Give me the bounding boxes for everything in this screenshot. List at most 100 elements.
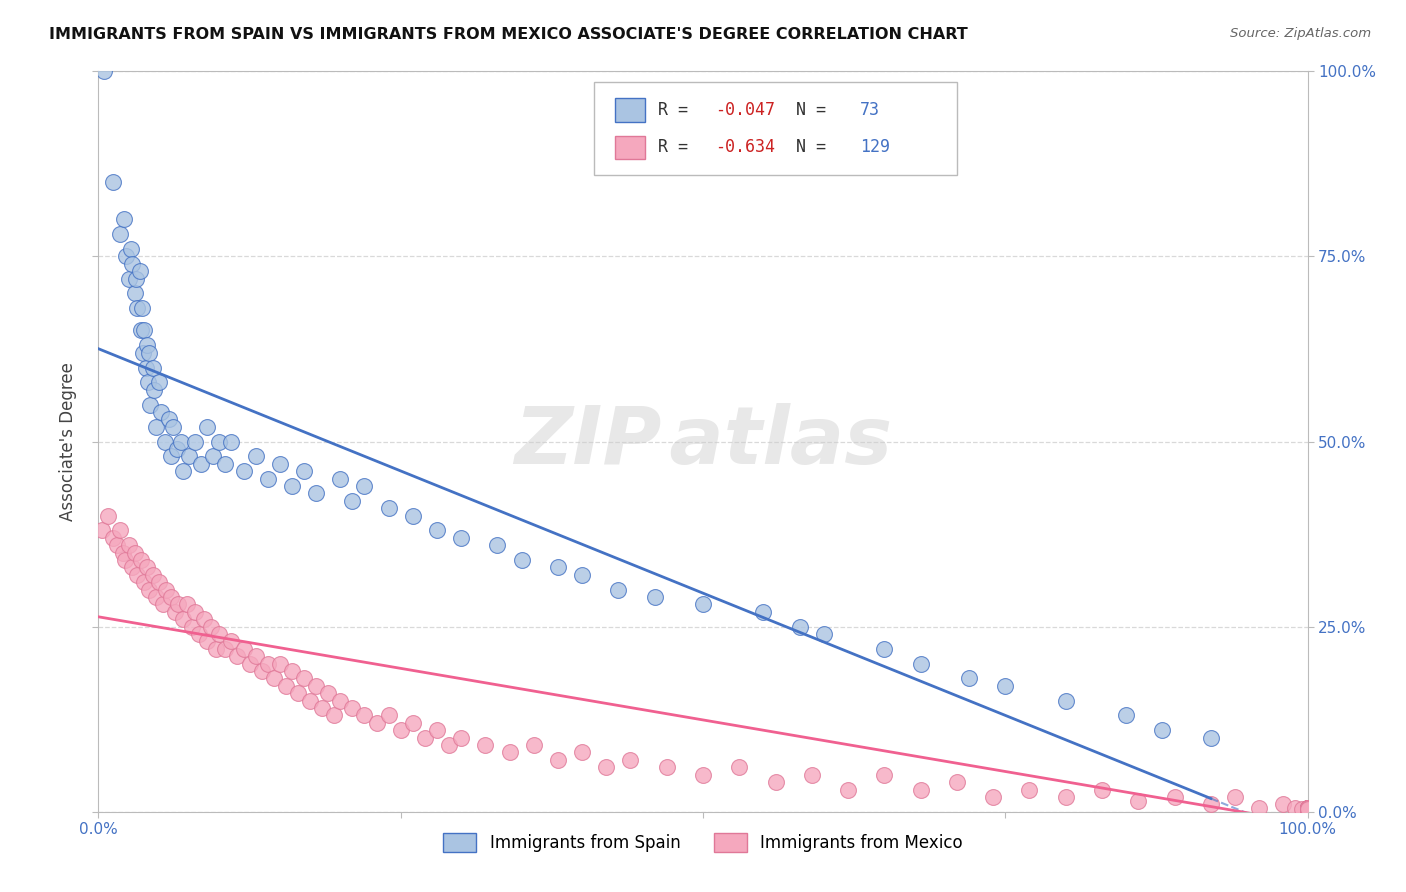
Point — [353, 708, 375, 723]
Point — [1128, 794, 1150, 808]
Point — [1296, 801, 1319, 815]
Point — [292, 464, 315, 478]
Point — [274, 679, 297, 693]
Point — [200, 619, 222, 633]
Point — [728, 760, 751, 774]
Point — [1091, 782, 1114, 797]
Point — [111, 546, 134, 560]
Point — [292, 672, 315, 686]
Point — [143, 383, 166, 397]
Point — [263, 672, 285, 686]
Point — [1296, 801, 1319, 815]
Point — [873, 767, 896, 781]
Point — [142, 567, 165, 582]
Point — [287, 686, 309, 700]
Point — [114, 553, 136, 567]
Point — [145, 419, 167, 434]
Point — [946, 775, 969, 789]
Point — [179, 450, 201, 464]
Point — [377, 708, 399, 723]
Point — [226, 649, 249, 664]
FancyBboxPatch shape — [595, 82, 957, 175]
Point — [323, 708, 346, 723]
Point — [1296, 801, 1319, 815]
Point — [571, 746, 593, 760]
Point — [184, 605, 207, 619]
Point — [402, 715, 425, 730]
Point — [155, 582, 177, 597]
Point — [1296, 801, 1319, 815]
Point — [214, 457, 236, 471]
Point — [167, 598, 190, 612]
Point — [1296, 803, 1319, 817]
Point — [269, 457, 291, 471]
Legend: Immigrants from Spain, Immigrants from Mexico: Immigrants from Spain, Immigrants from M… — [436, 826, 970, 859]
Text: Source: ZipAtlas.com: Source: ZipAtlas.com — [1230, 27, 1371, 40]
Point — [311, 701, 333, 715]
Point — [157, 412, 180, 426]
Point — [1249, 801, 1271, 815]
Point — [813, 627, 835, 641]
Point — [121, 560, 143, 574]
Point — [329, 694, 352, 708]
Y-axis label: Associate's Degree: Associate's Degree — [59, 362, 77, 521]
Point — [245, 450, 267, 464]
Point — [1296, 801, 1319, 815]
Point — [619, 753, 641, 767]
Point — [571, 567, 593, 582]
Text: IMMIGRANTS FROM SPAIN VS IMMIGRANTS FROM MEXICO ASSOCIATE'S DEGREE CORRELATION C: IMMIGRANTS FROM SPAIN VS IMMIGRANTS FROM… — [49, 27, 967, 42]
Point — [305, 486, 328, 500]
Text: ZIP atlas: ZIP atlas — [515, 402, 891, 481]
Point — [1296, 803, 1319, 817]
Point — [305, 679, 328, 693]
Point — [127, 301, 149, 316]
Point — [112, 212, 135, 227]
Point — [214, 641, 236, 656]
Point — [765, 775, 787, 789]
Point — [1296, 803, 1319, 817]
Point — [281, 664, 304, 678]
Point — [1223, 789, 1246, 804]
Point — [1284, 801, 1306, 815]
Point — [1296, 803, 1319, 817]
Point — [108, 227, 131, 242]
Point — [1296, 803, 1319, 817]
Point — [269, 657, 291, 671]
Point — [547, 753, 569, 767]
Point — [1296, 801, 1319, 815]
Point — [232, 464, 254, 478]
Point — [256, 657, 278, 671]
Point — [204, 641, 226, 656]
Point — [1152, 723, 1174, 738]
Point — [837, 782, 859, 797]
Point — [169, 434, 191, 449]
Point — [138, 345, 160, 359]
Point — [1296, 803, 1319, 817]
Point — [523, 738, 546, 752]
Point — [1296, 801, 1319, 815]
Point — [1296, 801, 1319, 815]
Point — [1296, 803, 1319, 817]
Point — [124, 546, 146, 560]
Text: 73: 73 — [860, 101, 880, 119]
Point — [474, 738, 496, 752]
Point — [595, 760, 617, 774]
Point — [994, 679, 1017, 693]
Point — [131, 301, 153, 316]
Point — [129, 553, 152, 567]
Point — [221, 434, 243, 449]
Point — [232, 641, 254, 656]
Point — [135, 360, 157, 375]
Point — [389, 723, 412, 738]
Point — [245, 649, 267, 664]
Point — [118, 538, 141, 552]
Point — [498, 746, 520, 760]
Point — [1296, 803, 1319, 817]
Point — [145, 590, 167, 604]
Point — [105, 538, 128, 552]
Point — [190, 457, 212, 471]
Point — [1296, 801, 1319, 815]
Point — [135, 338, 157, 352]
Point — [1296, 801, 1319, 815]
Point — [93, 64, 115, 78]
